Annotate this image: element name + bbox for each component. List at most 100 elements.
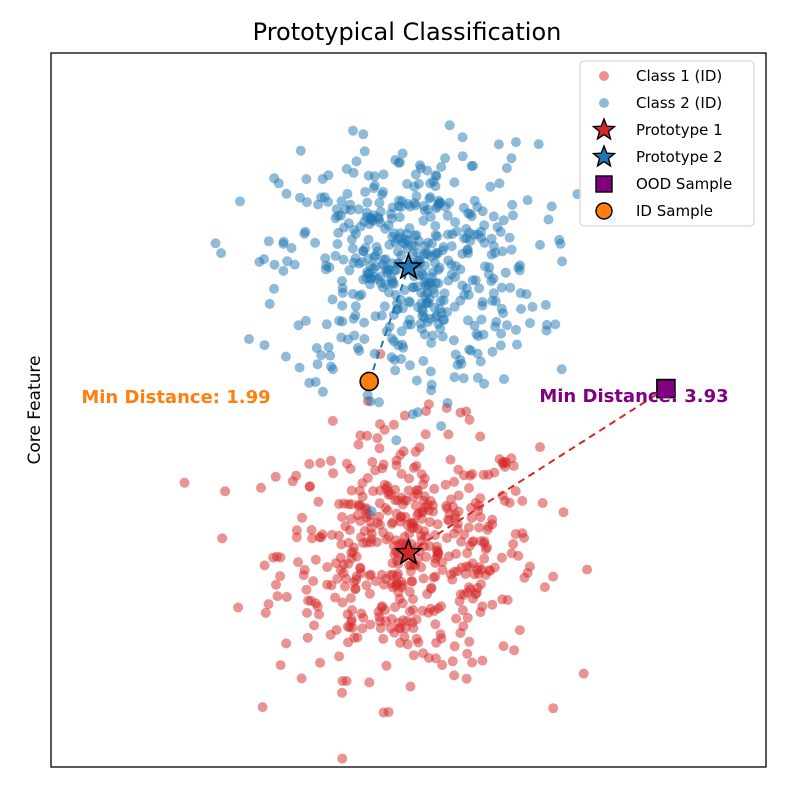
class-1-point bbox=[443, 429, 454, 440]
class-2-point bbox=[465, 235, 476, 246]
class-1-point bbox=[355, 568, 366, 579]
class-2-point bbox=[505, 282, 516, 293]
class-2-point bbox=[491, 316, 502, 327]
class-1-point bbox=[331, 625, 342, 635]
legend-label: Prototype 1 bbox=[636, 121, 723, 139]
legend-item: Class 2 (ID) bbox=[599, 94, 722, 112]
class-2-point bbox=[332, 239, 343, 249]
class-2-point bbox=[435, 323, 446, 334]
class-1-point bbox=[380, 503, 391, 513]
class-2-point bbox=[337, 316, 348, 327]
class-2-point bbox=[446, 241, 457, 252]
class-1-point bbox=[367, 457, 378, 467]
class-2-point bbox=[337, 300, 348, 311]
class-1-point bbox=[437, 565, 448, 575]
class-2-point bbox=[361, 273, 372, 283]
class-1-point bbox=[452, 523, 463, 534]
class-1-point bbox=[291, 532, 302, 543]
class-1-point bbox=[358, 538, 369, 548]
class-2-point bbox=[320, 253, 331, 264]
class-2-point bbox=[439, 288, 450, 299]
class-1-point bbox=[341, 458, 352, 469]
class-1-point bbox=[307, 533, 318, 544]
class-2-point bbox=[464, 227, 475, 238]
class-1-point bbox=[310, 598, 321, 609]
legend-marker bbox=[595, 202, 613, 220]
class-1-point bbox=[445, 454, 456, 465]
class-2-point bbox=[396, 326, 407, 337]
class-2-point bbox=[410, 169, 421, 180]
class-1-point bbox=[366, 528, 377, 539]
prototype-1-star bbox=[393, 537, 424, 566]
class-2-point bbox=[458, 373, 469, 384]
class-1-point bbox=[405, 681, 416, 692]
class-1-point bbox=[313, 496, 324, 507]
class-1-point bbox=[477, 655, 488, 666]
class-1-point bbox=[522, 567, 533, 578]
class-2-point bbox=[312, 359, 323, 370]
class-1-point bbox=[405, 518, 416, 529]
class-1-point bbox=[502, 595, 513, 605]
class-2-point bbox=[476, 314, 487, 325]
class-1-point bbox=[433, 548, 444, 559]
class-1-point bbox=[378, 707, 389, 718]
class-1-point bbox=[404, 606, 415, 617]
class-2-point bbox=[327, 294, 338, 305]
class-2-point bbox=[546, 201, 557, 212]
legend-marker bbox=[599, 71, 609, 81]
class-1-point bbox=[463, 522, 474, 533]
class-1-point bbox=[374, 443, 385, 454]
class-2-point bbox=[442, 398, 453, 408]
class-2-point bbox=[353, 204, 364, 215]
class-2-point bbox=[304, 377, 315, 388]
class-2-point bbox=[494, 178, 505, 189]
class-2-point bbox=[496, 282, 507, 293]
class-2-point bbox=[300, 315, 311, 326]
class-1-point bbox=[510, 486, 521, 497]
class-1-point bbox=[375, 485, 386, 496]
class-1-point bbox=[499, 461, 510, 472]
class-2-point bbox=[313, 199, 324, 210]
class-2-point bbox=[350, 301, 361, 312]
class-2-point bbox=[377, 189, 387, 200]
class-2-point bbox=[393, 246, 403, 257]
class-2-point bbox=[442, 307, 452, 318]
class-1-point bbox=[582, 564, 593, 575]
class-2-point bbox=[442, 210, 453, 221]
class-2-point bbox=[427, 330, 438, 341]
class-2-point bbox=[502, 320, 512, 331]
class-1-point bbox=[418, 479, 429, 490]
class-1-point bbox=[414, 442, 425, 453]
class-2-point bbox=[348, 167, 359, 178]
class-2-point bbox=[397, 339, 408, 350]
class-2-point bbox=[416, 287, 427, 298]
class-1-point bbox=[449, 670, 460, 681]
class-2-point bbox=[448, 335, 459, 346]
class-2-point bbox=[463, 208, 474, 219]
class-2-point bbox=[386, 213, 397, 224]
chart-title: Prototypical Classification bbox=[253, 18, 562, 46]
class-1-point bbox=[431, 637, 442, 648]
class-1-point bbox=[451, 548, 462, 559]
class-1-point bbox=[322, 562, 333, 573]
class-1-point bbox=[497, 490, 508, 501]
class-2-point bbox=[535, 239, 545, 250]
class-2-point bbox=[326, 361, 336, 372]
class-2-point bbox=[348, 125, 358, 136]
class-2-point bbox=[426, 385, 437, 396]
class-2-point bbox=[362, 390, 373, 400]
class-2-point bbox=[412, 248, 423, 259]
class-1-point bbox=[451, 613, 462, 624]
class-1-point bbox=[432, 519, 443, 530]
class-2-point bbox=[506, 153, 517, 164]
class-2-point bbox=[440, 153, 451, 164]
class-2-point bbox=[362, 197, 373, 208]
class-1-point bbox=[291, 470, 302, 481]
class-2-point bbox=[435, 295, 446, 306]
class-1-point bbox=[330, 592, 341, 603]
class-2-point bbox=[330, 250, 341, 261]
class-2-point bbox=[433, 264, 444, 275]
class-1-point bbox=[539, 582, 550, 593]
class-1-point bbox=[405, 560, 416, 571]
class-1-point bbox=[416, 530, 427, 541]
